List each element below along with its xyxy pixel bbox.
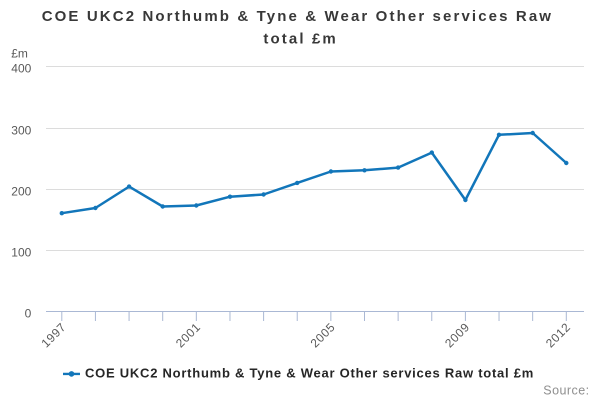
svg-text:300: 300	[11, 123, 31, 137]
svg-text:0: 0	[25, 306, 32, 320]
svg-text:£m: £m	[11, 46, 28, 60]
svg-text:Source:: Source:	[543, 384, 589, 398]
svg-text:100: 100	[11, 245, 31, 259]
svg-text:total £m: total £m	[263, 31, 337, 48]
svg-text:200: 200	[11, 184, 31, 198]
svg-text:400: 400	[11, 61, 31, 75]
svg-text:COE UKC2 Northumb & Tyne & Wea: COE UKC2 Northumb & Tyne & Wear Other se…	[42, 8, 553, 25]
svg-text:COE UKC2 Northumb & Tyne & Wea: COE UKC2 Northumb & Tyne & Wear Other se…	[85, 365, 534, 380]
